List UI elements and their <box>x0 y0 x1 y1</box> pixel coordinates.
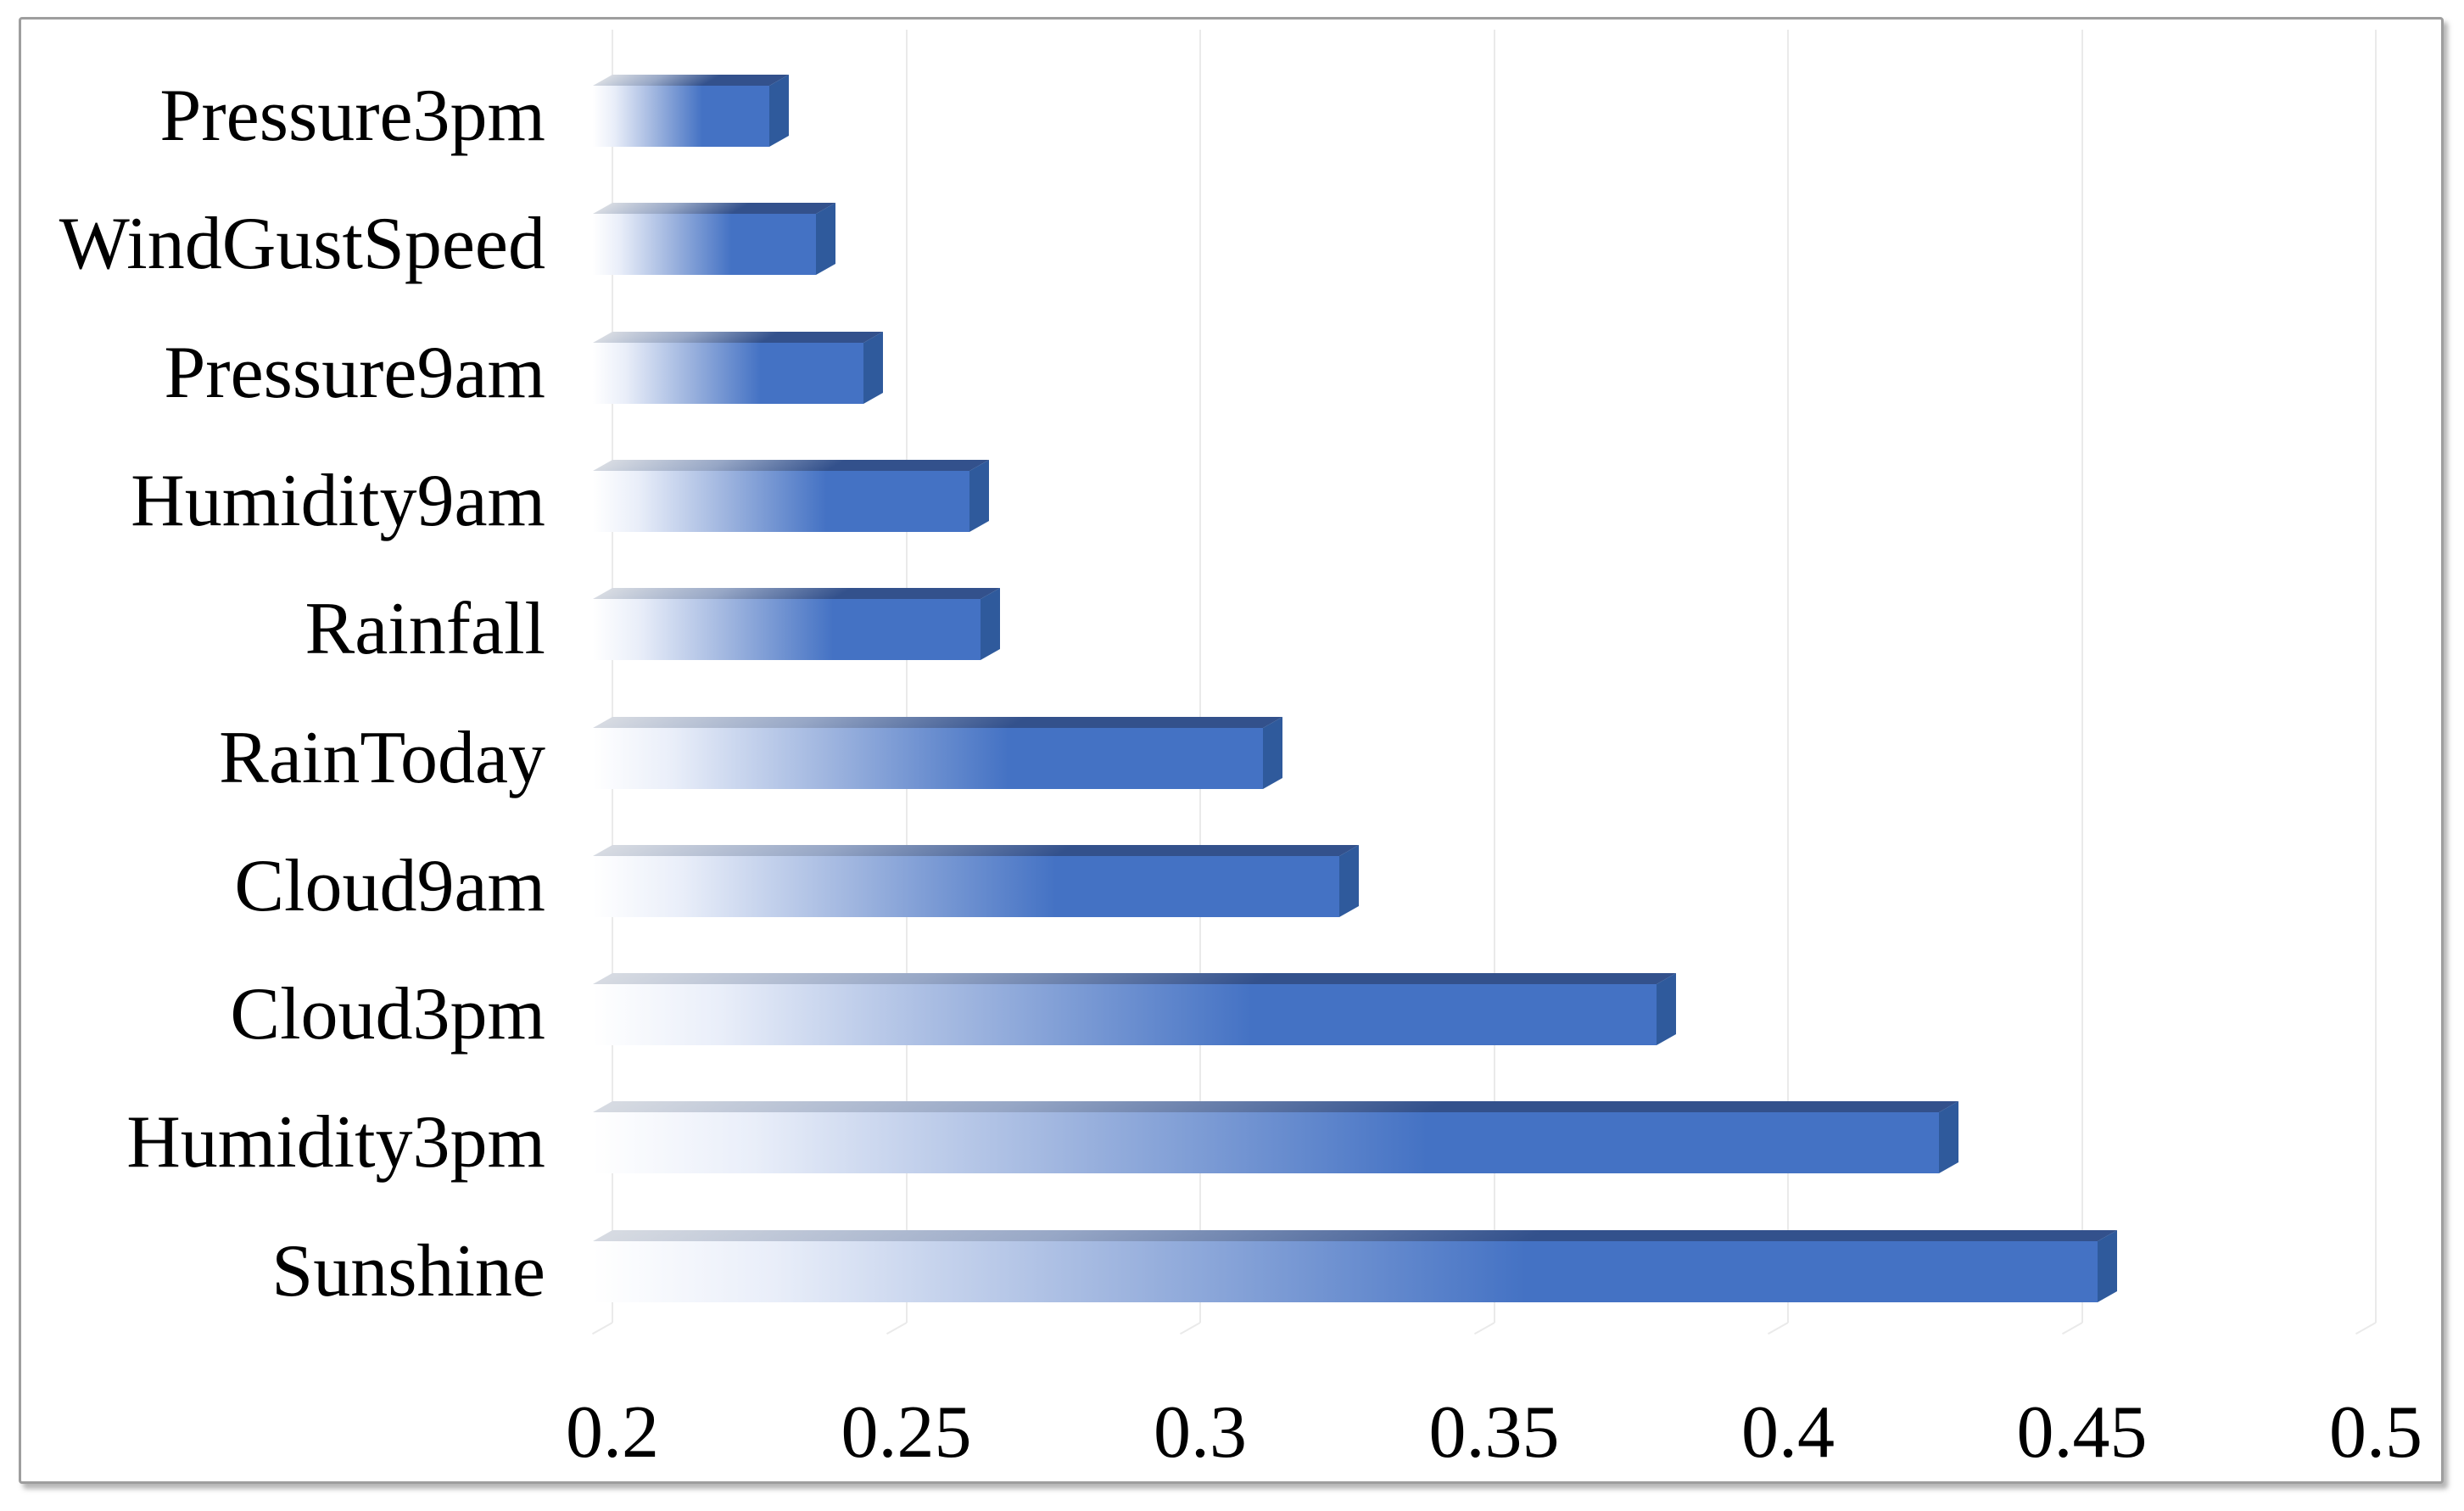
category-label: Pressure9am <box>164 331 545 414</box>
gridline-floor-jog <box>886 1322 907 1335</box>
gridline <box>1493 30 1495 1323</box>
chart-frame: 0.2 0.25 0.3 0.35 0.4 0.45 0.5 Pressure3pm WindG… <box>19 17 2444 1484</box>
gridline <box>1199 30 1201 1323</box>
category-label: RainToday <box>219 716 545 799</box>
x-tick-label: 0.2 <box>566 1391 659 1474</box>
x-tick-label: 0.35 <box>1428 1391 1560 1474</box>
category-label: Rainfall <box>305 588 545 671</box>
bar <box>593 342 863 404</box>
bar <box>593 727 1264 789</box>
gridline-floor-jog <box>2061 1322 2082 1335</box>
gridline-floor-jog <box>1473 1322 1495 1335</box>
bar <box>593 214 817 276</box>
x-tick-label: 0.25 <box>841 1391 972 1474</box>
bar <box>593 855 1340 917</box>
bar <box>593 1240 2098 1302</box>
gridline-floor-jog <box>1768 1322 1789 1335</box>
bar <box>593 470 969 532</box>
x-tick-label: 0.4 <box>1741 1391 1835 1474</box>
bar <box>593 86 769 147</box>
gridline-floor-jog <box>1180 1322 1201 1335</box>
gridline <box>1787 30 1789 1323</box>
bar <box>593 599 981 661</box>
gridline <box>2081 30 2083 1323</box>
plot-area: 0.2 0.25 0.3 0.35 0.4 0.45 0.5 Pressure3pm WindG… <box>21 20 2441 1481</box>
category-label: Cloud3pm <box>230 973 545 1056</box>
gridline <box>2375 30 2377 1323</box>
x-tick-label: 0.3 <box>1154 1391 1247 1474</box>
gridline <box>612 30 613 1323</box>
gridline <box>905 30 908 1323</box>
x-tick-label: 0.5 <box>2329 1391 2422 1474</box>
category-label: Humidity3pm <box>126 1101 545 1184</box>
category-label: WindGustSpeed <box>59 203 545 286</box>
bar <box>593 1112 1939 1174</box>
x-tick-label: 0.45 <box>2016 1391 2148 1474</box>
category-label: Cloud9am <box>234 844 545 927</box>
gridline-floor-jog <box>2355 1322 2377 1335</box>
category-label: Humidity9am <box>131 459 545 542</box>
category-label: Pressure3pm <box>159 75 545 157</box>
category-label: Sunshine <box>271 1229 545 1312</box>
gridline-floor-jog <box>592 1322 613 1335</box>
bar <box>593 984 1657 1046</box>
